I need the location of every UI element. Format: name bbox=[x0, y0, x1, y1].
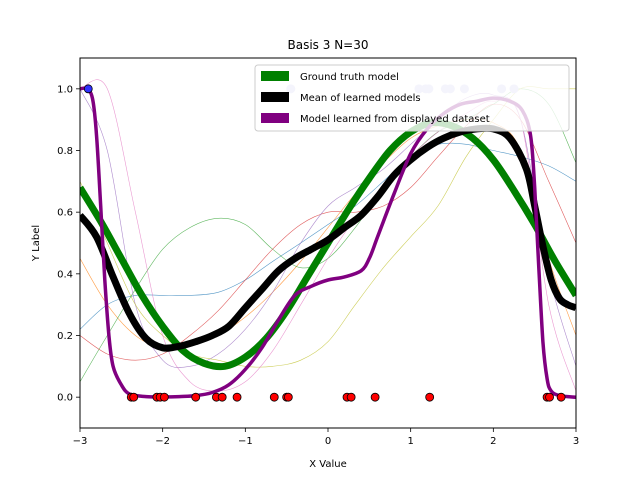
legend-swatch-ground-truth bbox=[261, 71, 289, 81]
x-tick-label: 1 bbox=[407, 436, 413, 447]
y-tick-label: 0.0 bbox=[57, 393, 73, 404]
y-tick-label: 0.2 bbox=[57, 331, 73, 342]
legend-swatch-displayed-model bbox=[261, 113, 289, 123]
model-lines bbox=[80, 86, 576, 399]
legend-label-ground-truth: Ground truth model bbox=[300, 72, 399, 83]
dataset-point bbox=[159, 392, 169, 402]
x-tick-label: 0 bbox=[325, 436, 331, 447]
displayed-model-line bbox=[80, 86, 576, 399]
dataset-point bbox=[129, 392, 139, 402]
y-tick-label: 1.0 bbox=[57, 84, 73, 95]
dataset-point bbox=[283, 392, 293, 402]
dataset-point bbox=[346, 392, 356, 402]
legend: Ground truth model Mean of learned model… bbox=[254, 64, 570, 132]
y-axis: 0.0 0.2 0.4 0.6 0.8 1.0 bbox=[57, 84, 80, 404]
dataset-point bbox=[269, 392, 279, 402]
x-tick-label: −2 bbox=[155, 436, 170, 447]
dataset-point bbox=[232, 392, 242, 402]
mean-model-line bbox=[80, 124, 576, 352]
dataset-point bbox=[191, 392, 201, 402]
x-axis-label: X Value bbox=[309, 459, 347, 470]
dataset-point bbox=[83, 84, 93, 94]
chart-title: Basis 3 N=30 bbox=[288, 38, 369, 52]
dataset-point bbox=[545, 392, 554, 402]
y-tick-label: 0.4 bbox=[57, 269, 73, 280]
background-model-line-1 bbox=[80, 142, 576, 330]
y-tick-label: 0.8 bbox=[57, 146, 73, 157]
dataset-point bbox=[556, 392, 566, 402]
y-axis-label: Y Label bbox=[31, 225, 42, 262]
x-tick-label: 2 bbox=[490, 436, 496, 447]
x-tick-label: −1 bbox=[238, 436, 253, 447]
dataset-point bbox=[370, 392, 380, 402]
legend-label-mean-model: Mean of learned models bbox=[300, 93, 421, 104]
dataset-point bbox=[425, 392, 435, 402]
x-tick-label: −3 bbox=[73, 436, 88, 447]
dataset-point bbox=[217, 392, 227, 402]
legend-label-displayed-model: Model learned from displayed dataset bbox=[300, 114, 490, 125]
legend-box bbox=[254, 64, 570, 132]
x-axis: −3 −2 −1 0 1 2 3 bbox=[73, 428, 579, 447]
legend-swatch-mean-model bbox=[261, 92, 289, 102]
x-tick-label: 3 bbox=[573, 436, 579, 447]
y-tick-label: 0.6 bbox=[57, 208, 73, 219]
